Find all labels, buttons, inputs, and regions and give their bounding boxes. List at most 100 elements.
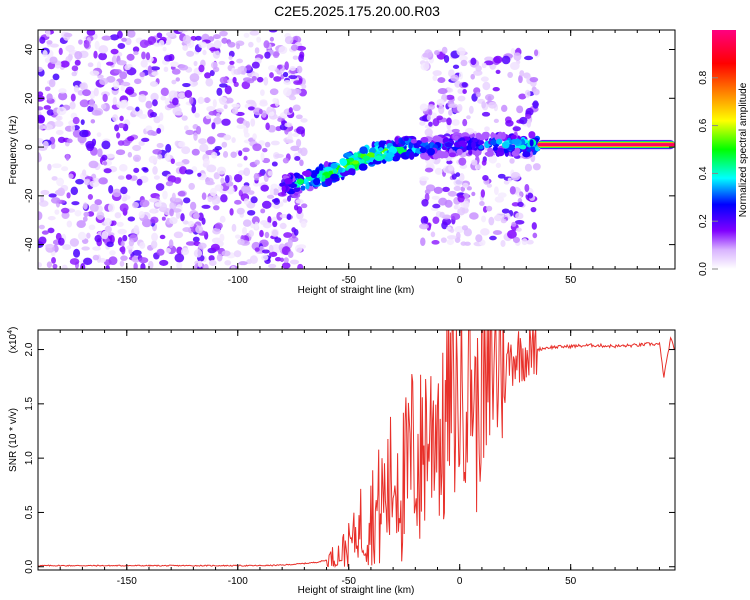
heatmap-cell — [241, 81, 251, 90]
heatmap-cell — [530, 206, 537, 213]
heatmap-cell — [66, 138, 73, 144]
heatmap-cell — [496, 212, 505, 219]
ridge-cell — [362, 155, 371, 161]
heatmap-cell — [158, 39, 165, 47]
heatmap-cell — [63, 32, 73, 38]
ridge-cell — [358, 163, 368, 171]
heatmap-cell — [232, 106, 239, 115]
heatmap-cell — [282, 198, 288, 203]
heatmap-cell — [62, 244, 72, 251]
heatmap-cell — [156, 32, 163, 39]
heatmap-cell — [170, 158, 175, 165]
heatmap-cell — [243, 167, 251, 177]
snr-frame — [37, 329, 676, 571]
heatmap-cell — [127, 30, 136, 38]
heatmap-cell — [120, 186, 128, 195]
heatmap-cell — [97, 148, 103, 158]
heatmap-cell — [133, 225, 140, 234]
heatmap-cell — [281, 262, 291, 269]
heatmap-cell — [265, 122, 270, 131]
heatmap-cell — [71, 71, 78, 77]
spectrogram-y-ticks: -40 -20 0 20 40 — [24, 44, 675, 252]
heatmap-cell — [145, 100, 153, 109]
ridge-cell — [511, 138, 521, 145]
ridge-cell — [478, 144, 484, 150]
heatmap-cell — [505, 119, 514, 127]
heatmap-cell — [206, 164, 217, 173]
heatmap-cell — [112, 96, 118, 106]
x-tick-label: -50 — [342, 576, 357, 587]
heatmap-cell — [290, 44, 299, 51]
heatmap-cell — [155, 183, 165, 191]
heatmap-cell — [481, 62, 487, 69]
heatmap-cell — [460, 241, 467, 246]
heatmap-cell — [229, 208, 234, 216]
heatmap-cell — [120, 240, 125, 247]
heatmap-cell — [171, 192, 176, 202]
heatmap-cell — [480, 189, 486, 198]
heatmap-cell — [48, 78, 56, 88]
heatmap-cell — [165, 143, 172, 153]
heatmap-cell — [497, 173, 506, 179]
heatmap-cell — [297, 263, 304, 269]
heatmap-cell — [214, 146, 222, 151]
heatmap-cell — [234, 199, 242, 205]
heatmap-cell — [40, 196, 45, 203]
heatmap-cell — [159, 112, 164, 121]
heatmap-cell — [80, 119, 85, 126]
heatmap-cell — [141, 51, 146, 60]
heatmap-cell — [452, 64, 460, 69]
heatmap-cell — [260, 89, 265, 97]
ridge-cell — [436, 136, 442, 142]
heatmap-cell — [272, 188, 279, 196]
heatmap-cell — [139, 39, 149, 49]
heatmap-cell — [183, 197, 191, 204]
ridge-cell — [482, 132, 488, 140]
heatmap-cell — [66, 192, 71, 199]
heatmap-cell — [205, 78, 214, 87]
heatmap-cell — [446, 117, 452, 126]
heatmap-cell — [442, 186, 450, 192]
heatmap-cell — [120, 255, 128, 261]
heatmap-cell — [252, 181, 261, 187]
heatmap-cell — [488, 154, 498, 164]
heatmap-cell — [216, 87, 223, 96]
heatmap-cell — [80, 262, 86, 269]
heatmap-cell — [83, 40, 90, 49]
heatmap-cell — [88, 224, 96, 231]
heatmap-cell — [150, 216, 159, 224]
ridge-cell — [502, 141, 510, 149]
heatmap-cell — [112, 114, 119, 122]
heatmap-cell — [201, 192, 207, 200]
heatmap-cell — [243, 198, 249, 205]
heatmap-cell — [156, 248, 165, 256]
heatmap-cell — [79, 129, 89, 138]
heatmap-cell — [106, 61, 114, 66]
heatmap-cell — [286, 213, 292, 220]
heatmap-cell — [74, 59, 81, 66]
heatmap-cell — [126, 106, 134, 111]
heatmap-cell — [519, 191, 524, 197]
heatmap-cell — [132, 46, 140, 53]
y-tick-label: 40 — [24, 44, 35, 56]
ridge-cell — [444, 141, 453, 148]
heatmap-cell — [430, 231, 436, 238]
heatmap-cell — [282, 157, 289, 164]
ridge-cell — [489, 139, 497, 146]
heatmap-cell — [154, 202, 162, 207]
heatmap-cell — [233, 250, 242, 258]
ridge-cell — [326, 177, 333, 185]
heatmap-cell — [221, 118, 231, 126]
heatmap-cell — [58, 88, 67, 94]
heatmap-cell — [283, 232, 293, 238]
heatmap-cell — [86, 232, 91, 239]
heatmap-cell — [500, 239, 506, 247]
heatmap-cell — [224, 85, 232, 95]
heatmap-cell — [97, 74, 104, 79]
heatmap-cell — [268, 263, 277, 269]
x-tick-label: 0 — [457, 576, 463, 587]
heatmap-cell — [284, 139, 294, 144]
heatmap-cell — [66, 220, 73, 228]
heatmap-cell — [93, 87, 99, 97]
heatmap-cell — [214, 184, 224, 192]
